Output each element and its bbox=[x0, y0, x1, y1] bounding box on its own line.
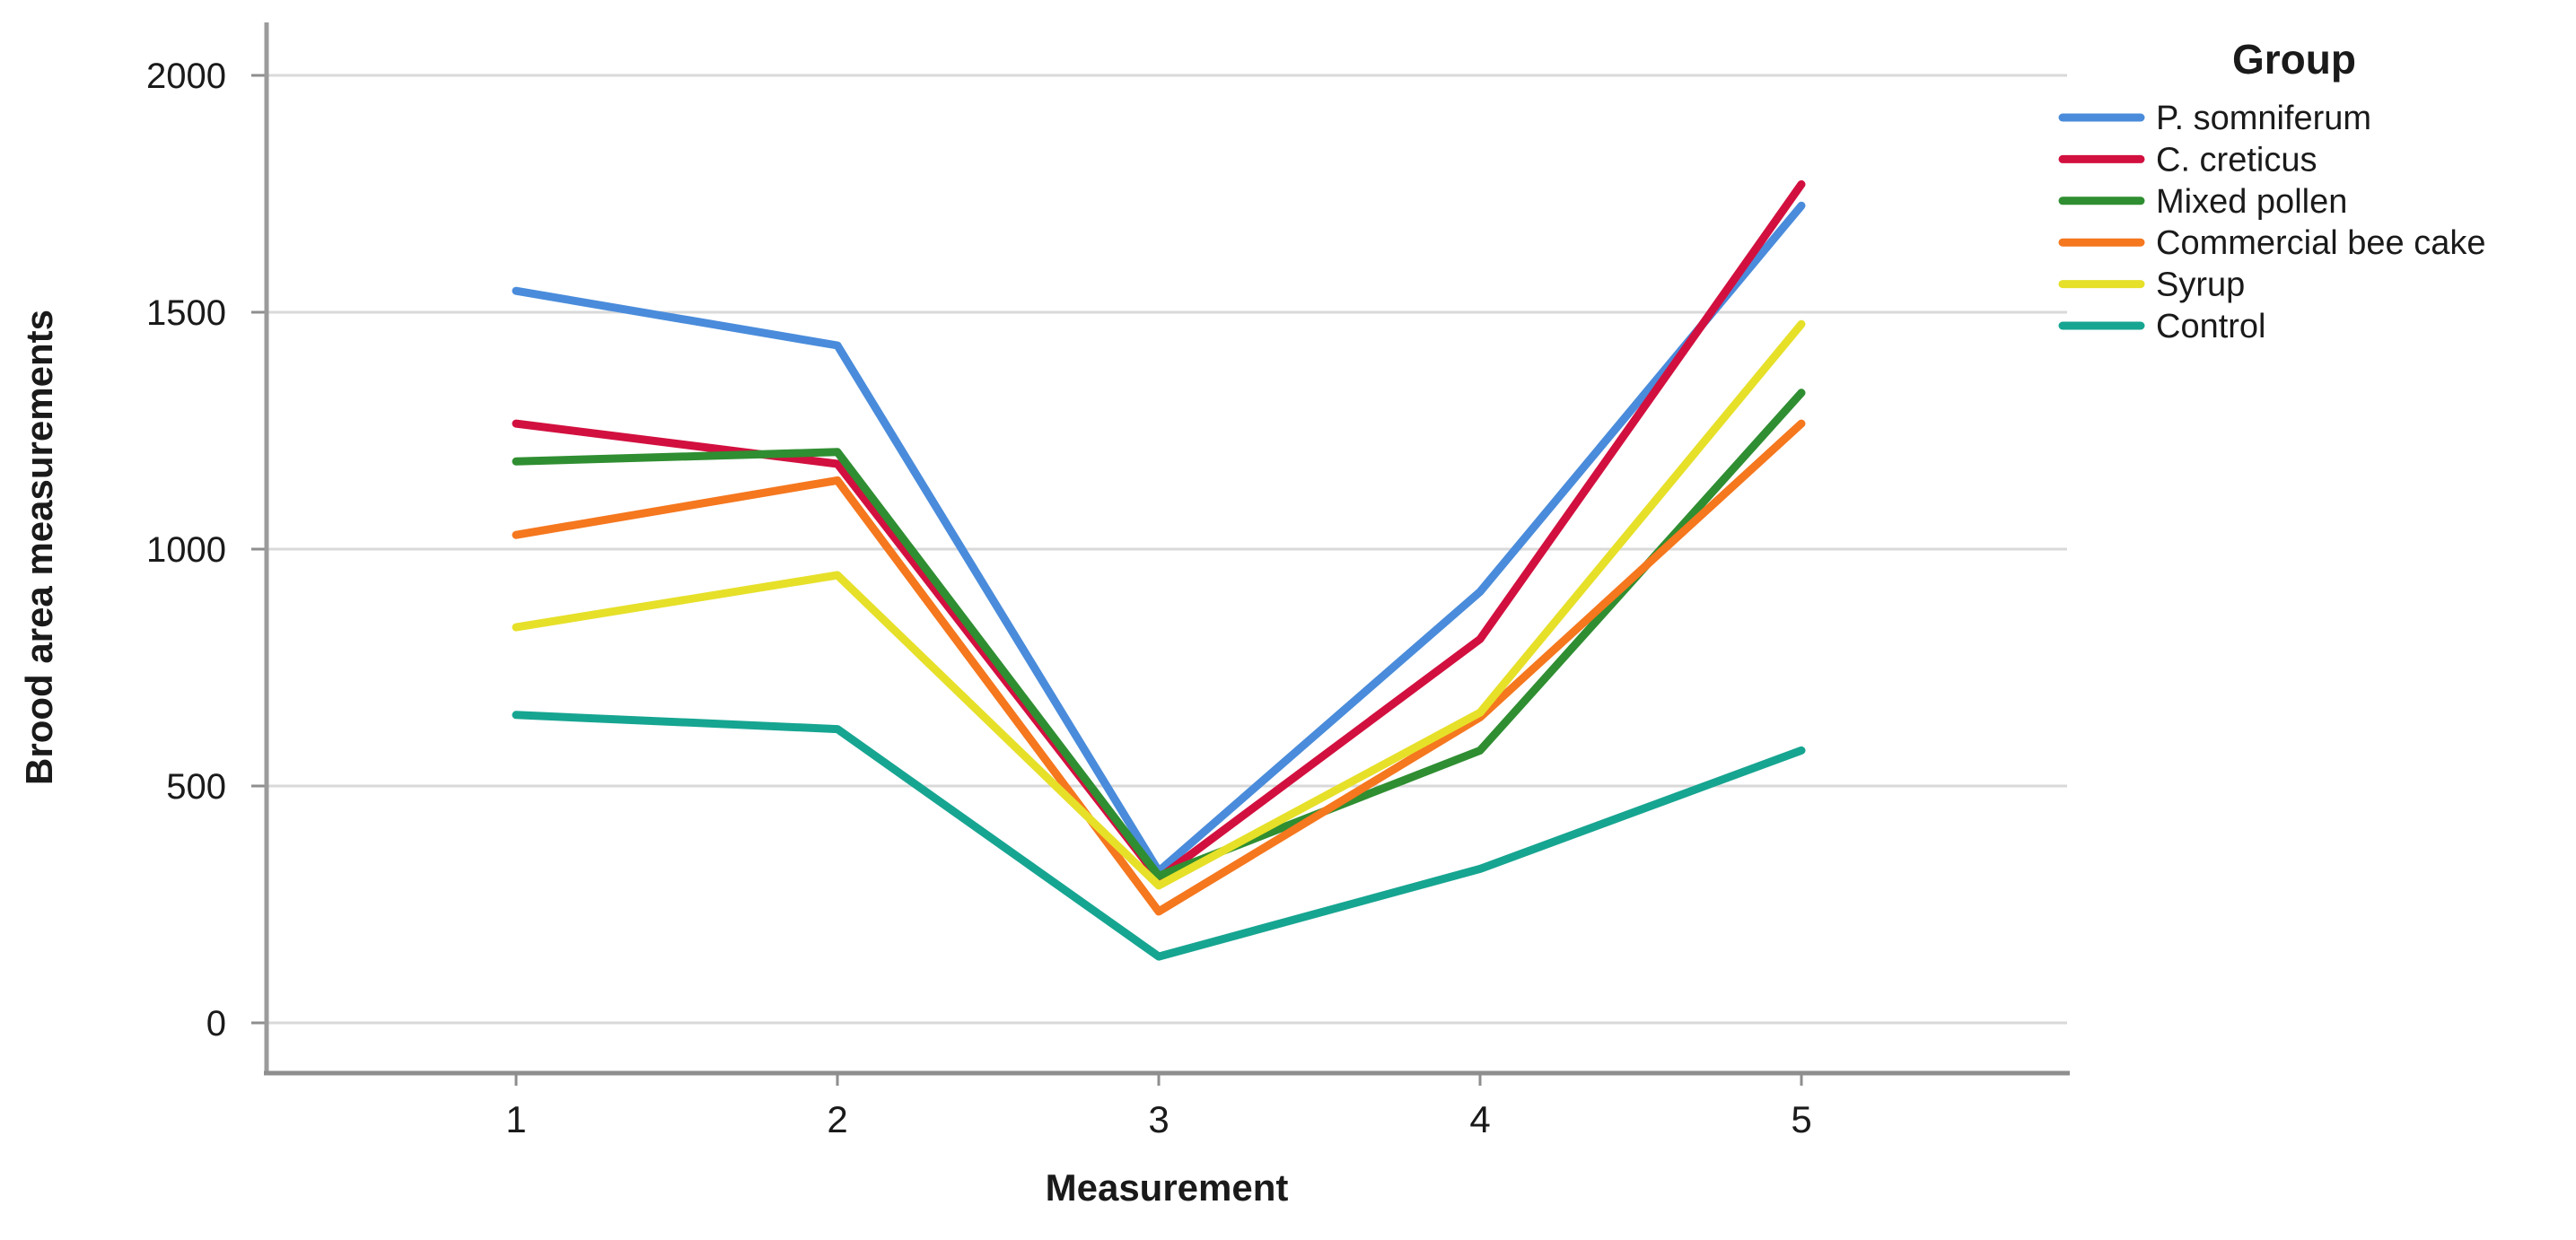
series-line-commercial-bee-cake bbox=[512, 419, 1806, 916]
legend-items-layer: P. somniferum C. creticus Mixed pollenComm… bbox=[2058, 100, 2485, 345]
x-axis-title: Measurement bbox=[1046, 1166, 1289, 1209]
series-line-syrup bbox=[512, 319, 1806, 890]
series-line-p-somniferum bbox=[512, 201, 1806, 876]
x-tick-label-5: 5 bbox=[1791, 1098, 1811, 1140]
series-line-mixed-pollen bbox=[512, 389, 1806, 880]
axis-ticks-layer: 0 500 1000 1500 2000 1 2 3 4 5 bbox=[146, 57, 1812, 1140]
x-tick-label-1: 1 bbox=[505, 1098, 526, 1140]
y-tick-label-1500: 1500 bbox=[146, 293, 226, 333]
y-tick-label-500: 500 bbox=[166, 767, 226, 807]
x-tick-label-4: 4 bbox=[1469, 1098, 1490, 1140]
series-line-control bbox=[512, 711, 1806, 961]
x-tick-label-2: 2 bbox=[827, 1098, 847, 1140]
legend-label-syrup: Syrup bbox=[2156, 266, 2245, 304]
legend-label-c-creticus: C. creticus bbox=[2156, 141, 2317, 179]
series-layer bbox=[512, 179, 1806, 961]
y-axis-title: Brood area measurements bbox=[18, 310, 60, 785]
legend-label-mixed-pollen: Mixed pollen bbox=[2156, 183, 2347, 221]
gridlines-layer bbox=[267, 74, 2067, 1025]
y-tick-label-1000: 1000 bbox=[146, 530, 226, 570]
legend-label-commercial-bee-cake: Commercial bee cake bbox=[2156, 224, 2485, 262]
legend-label-p-somniferum: P. somniferum bbox=[2156, 100, 2371, 137]
legend-label-control: Control bbox=[2156, 308, 2266, 345]
x-tick-label-3: 3 bbox=[1148, 1098, 1169, 1140]
y-tick-label-2000: 2000 bbox=[146, 57, 226, 96]
legend-title: Group bbox=[2232, 36, 2356, 83]
series-line-c-creticus bbox=[512, 179, 1806, 883]
y-tick-label-0: 0 bbox=[206, 1004, 226, 1044]
